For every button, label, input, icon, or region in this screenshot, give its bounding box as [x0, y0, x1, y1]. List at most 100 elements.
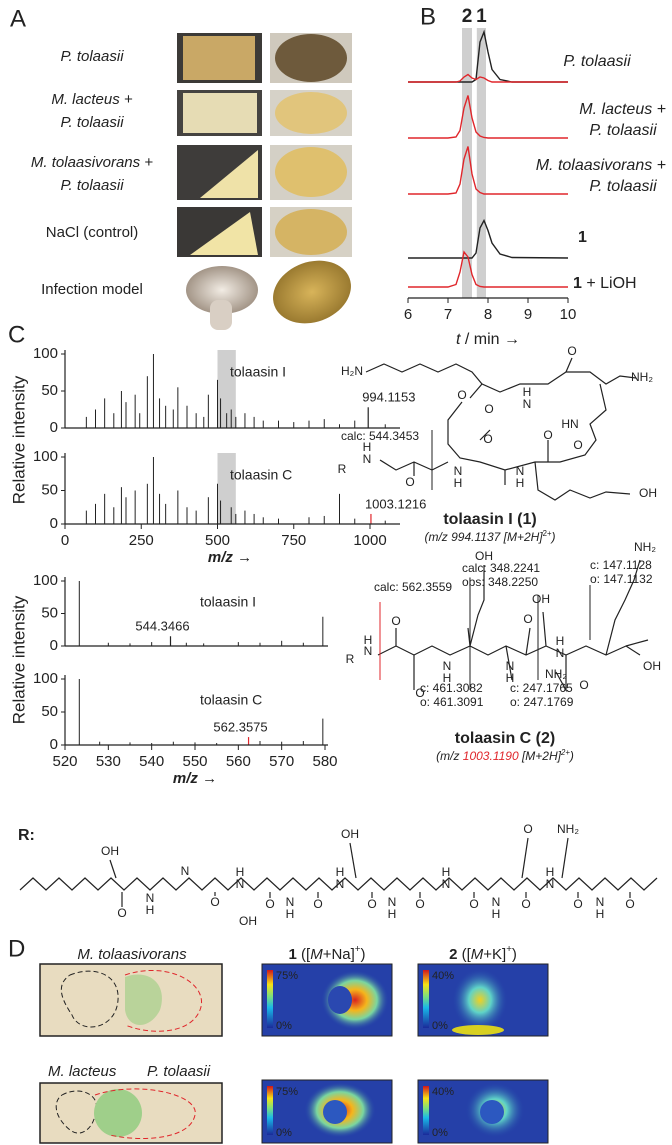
annotation: calc: 544.3453: [341, 429, 419, 443]
atom-label: NH₂: [634, 540, 656, 554]
colony-outline: [124, 970, 202, 1032]
x-tick-label: 560: [226, 753, 251, 770]
atom-label: OH: [643, 659, 661, 673]
compound-name: tolaasin C (2): [455, 730, 555, 747]
text-part: m/z: [208, 549, 234, 566]
panel-letter: C: [8, 321, 25, 348]
bond: [377, 645, 641, 656]
colony-outline: [94, 1088, 196, 1139]
y-axis-label: Relative intensity: [9, 375, 28, 504]
text-part: + LiOH: [582, 275, 637, 292]
bond: [469, 371, 637, 399]
compound-name: tolaasin I (1): [443, 511, 536, 528]
atom-label: O: [391, 614, 400, 628]
x-tick-label: 1000: [353, 532, 386, 549]
bond: [561, 837, 569, 879]
atom-label: H: [442, 865, 451, 879]
atom-label: H: [556, 634, 565, 648]
annotation: obs: 348.2250: [462, 575, 538, 589]
ms-image-signal: [328, 986, 352, 1014]
ms-image-signal: [452, 968, 508, 1032]
atom-label: N: [596, 895, 605, 909]
atom-label: O: [457, 388, 466, 402]
map-title: 1 ([M+Na]+): [289, 944, 366, 963]
atom-label: OH: [239, 914, 257, 928]
x-axis-label: m/z →: [173, 770, 217, 787]
y-axis-label: Relative intensity: [9, 595, 28, 724]
text-part: ): [568, 749, 574, 763]
annotation: calc: 348.2241: [462, 561, 540, 575]
atom-label: O: [405, 475, 414, 489]
atom-label: H: [236, 865, 245, 879]
text-part: 1: [578, 229, 587, 246]
atom-label: H: [516, 476, 525, 490]
atom-label: OH: [532, 592, 550, 606]
spectrum-name: tolaasin C: [200, 692, 262, 708]
photo-tissue: [183, 36, 255, 80]
x-tick-label: 8: [484, 306, 492, 323]
bond: [525, 627, 531, 656]
atom-label: N: [286, 895, 295, 909]
row-label: M. tolaasivorans +: [31, 154, 153, 171]
bond: [542, 611, 547, 647]
text-part: (m/z: [436, 749, 459, 763]
atom-label: R: [338, 462, 347, 476]
panel-letter: B: [420, 3, 436, 30]
atom-label: O: [484, 402, 493, 416]
chromatogram-trace: [408, 250, 568, 288]
y-tick-label: 50: [41, 481, 58, 498]
atom-label: N: [336, 877, 345, 891]
row-label: M. lacteus +: [51, 91, 133, 108]
atom-label: N: [546, 877, 555, 891]
colony-outline: [60, 970, 119, 1028]
y-tick-label: 0: [50, 736, 58, 753]
atom-label: H₂N: [341, 364, 363, 378]
atom-label: O: [415, 897, 424, 911]
colorbar-label: 0%: [432, 1127, 448, 1139]
annotation: c: 461.3082: [420, 681, 483, 695]
colorbar: [423, 970, 429, 1028]
colony: [125, 974, 162, 1025]
atom-label: OH: [475, 549, 493, 563]
peak-label: 1: [476, 6, 487, 27]
photo-tissue: [183, 93, 257, 133]
colorbar-label: 75%: [276, 1086, 298, 1098]
bond: [505, 645, 513, 681]
atom-label: O: [483, 432, 492, 446]
bond: [605, 559, 641, 656]
bond: [469, 565, 485, 647]
mushroom-cap: [186, 266, 258, 314]
trace-label: P. tolaasii: [563, 53, 631, 70]
atom-label: H: [492, 907, 501, 921]
atom-label: N: [181, 864, 190, 878]
atom-label: N: [442, 877, 451, 891]
atom-label: O: [469, 897, 478, 911]
atom-label: O: [521, 897, 530, 911]
colorbar-label: 75%: [276, 970, 298, 982]
trace-label: M. tolaasivorans +: [536, 157, 666, 174]
y-tick-label: 50: [41, 604, 58, 621]
highlight-band: [217, 453, 236, 524]
bond: [625, 639, 649, 647]
annotation: o: 247.1769: [510, 695, 574, 709]
trace-label: P. tolaasii: [589, 122, 657, 139]
x-tick-label: 520: [52, 753, 77, 770]
x-tick-label: 250: [129, 532, 154, 549]
colorbar-label: 0%: [432, 1020, 448, 1032]
x-tick-label: 530: [96, 753, 121, 770]
mushroom-stem: [210, 300, 232, 330]
text-part: [M+2H]: [519, 749, 562, 763]
colorbar: [267, 970, 273, 1028]
text-part: ([: [457, 946, 471, 963]
row-label: P. tolaasii: [60, 177, 124, 194]
atom-label: O: [313, 897, 322, 911]
trace-label: 1: [578, 229, 587, 246]
text-part: M: [471, 946, 484, 963]
peak-label: 994.1153: [362, 390, 415, 405]
text-part: +Na]: [323, 946, 355, 963]
atom-label: NH₂: [557, 822, 579, 836]
atom-label: N: [364, 644, 373, 658]
chromatogram-trace: [408, 73, 568, 83]
y-tick-label: 100: [33, 448, 58, 465]
compound-formula: (m/z 994.1137 [M+2H]2+): [424, 529, 555, 545]
